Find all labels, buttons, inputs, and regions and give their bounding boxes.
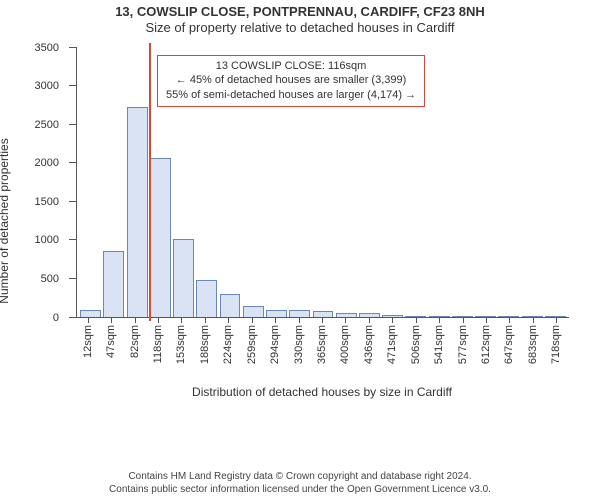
x-tick: [158, 317, 159, 323]
x-tick: [275, 317, 276, 323]
x-tick: [486, 317, 487, 323]
footer-line-1: Contains HM Land Registry data © Crown c…: [0, 471, 600, 484]
histogram-bar: [103, 251, 124, 317]
y-tick: 1500: [69, 201, 77, 202]
x-tick-label: 259sqm: [246, 325, 258, 364]
x-tick: [111, 317, 112, 323]
y-tick-label: 3000: [35, 80, 59, 92]
x-tick-label: 718sqm: [550, 325, 562, 364]
x-tick-label: 47sqm: [105, 325, 117, 358]
x-tick-label: 188sqm: [199, 325, 211, 364]
x-tick-label: 153sqm: [175, 325, 187, 364]
x-tick: [299, 317, 300, 323]
histogram-bar: [173, 239, 194, 317]
histogram-bar: [150, 158, 171, 317]
chart-container: Number of detached properties 13 COWSLIP…: [18, 41, 578, 401]
x-tick-label: 294sqm: [269, 325, 281, 364]
chart-header: 13, COWSLIP CLOSE, PONTPRENNAU, CARDIFF,…: [0, 0, 600, 37]
bar-slot: [172, 239, 195, 317]
bar-slot: [265, 310, 288, 317]
bar-slot: [125, 107, 148, 317]
x-tick: [322, 317, 323, 323]
y-axis-label: Number of detached properties: [0, 138, 11, 303]
chart-footer: Contains HM Land Registry data © Crown c…: [0, 471, 600, 496]
x-tick-label: 12sqm: [82, 325, 94, 358]
y-tick: 500: [69, 278, 77, 279]
histogram-bar: [196, 280, 217, 316]
x-tick-label: 365sqm: [316, 325, 328, 364]
x-tick: [228, 317, 229, 323]
y-tick-label: 0: [53, 312, 59, 324]
bar-slot: [195, 280, 218, 316]
x-tick-label: 118sqm: [152, 325, 164, 363]
x-tick-row: 12sqm 47sqm 82sqm 118sqm 153sqm 188sqm 224sqm 2…: [76, 317, 568, 387]
y-tick: 2000: [69, 162, 77, 163]
x-axis-label: Distribution of detached houses by size …: [76, 385, 568, 399]
annotation-line-1: 13 COWSLIP CLOSE: 116sqm: [166, 59, 416, 74]
bar-slot: [218, 294, 241, 316]
x-tick-label: 82sqm: [129, 325, 141, 358]
bar-slot: [242, 306, 265, 316]
x-tick: [205, 317, 206, 323]
x-tick: [181, 317, 182, 323]
x-tick-label: 612sqm: [480, 325, 492, 364]
y-tick: 3500: [69, 47, 77, 48]
x-tick: [88, 317, 89, 323]
x-tick-label: 506sqm: [410, 325, 422, 364]
y-tick-label: 2500: [35, 119, 59, 131]
x-tick-label: 471sqm: [386, 325, 398, 364]
plot-area: 13 COWSLIP CLOSE: 116sqm ← 45% of detach…: [76, 47, 569, 318]
y-tick: 3000: [69, 85, 77, 86]
annotation-line-2: ← 45% of detached houses are smaller (3,…: [166, 73, 416, 88]
x-tick-label: 541sqm: [433, 325, 445, 364]
y-tick-label: 3500: [35, 42, 59, 54]
bar-slot: [149, 158, 172, 317]
y-tick: 1000: [69, 239, 77, 240]
y-tick-label: 1500: [35, 196, 59, 208]
chart-subtitle: Size of property relative to detached ho…: [0, 20, 600, 36]
footer-line-2: Contains public sector information licen…: [0, 484, 600, 497]
x-tick: [416, 317, 417, 323]
x-tick-label: 436sqm: [363, 325, 375, 364]
x-tick-label: 647sqm: [503, 325, 515, 364]
histogram-bar: [266, 310, 287, 317]
x-tick: [509, 317, 510, 323]
x-tick: [392, 317, 393, 323]
bar-slot: [102, 251, 125, 317]
x-tick: [439, 317, 440, 323]
histogram-bar: [220, 294, 241, 316]
address-title: 13, COWSLIP CLOSE, PONTPRENNAU, CARDIFF,…: [0, 4, 600, 20]
x-tick-label: 683sqm: [527, 325, 539, 364]
x-tick-label: 330sqm: [293, 325, 305, 364]
histogram-bar: [127, 107, 148, 317]
y-tick-label: 1000: [35, 234, 59, 246]
x-tick: [556, 317, 557, 323]
histogram-bar: [243, 306, 264, 316]
x-tick: [345, 317, 346, 323]
annotation-line-3: 55% of semi-detached houses are larger (…: [166, 88, 416, 103]
x-tick: [463, 317, 464, 323]
y-tick: 2500: [69, 124, 77, 125]
x-tick: [252, 317, 253, 323]
x-tick: [533, 317, 534, 323]
x-tick: [369, 317, 370, 323]
x-tick: [135, 317, 136, 323]
y-tick-label: 2000: [35, 157, 59, 169]
property-marker-line: [149, 43, 151, 321]
x-tick-label: 224sqm: [222, 325, 234, 364]
x-tick-label: 577sqm: [457, 325, 469, 364]
y-tick-label: 500: [41, 273, 59, 285]
annotation-box: 13 COWSLIP CLOSE: 116sqm ← 45% of detach…: [157, 55, 425, 108]
x-tick-label: 400sqm: [339, 325, 351, 364]
